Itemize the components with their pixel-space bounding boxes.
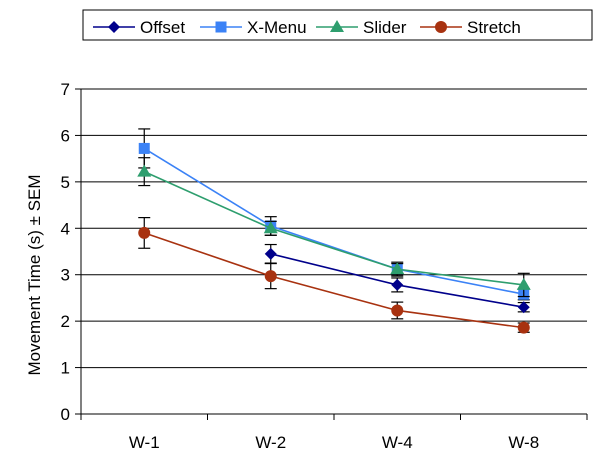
- data-point: [390, 262, 405, 275]
- series-line: [143, 232, 524, 329]
- series-line: [143, 147, 524, 295]
- legend-marker: [108, 21, 120, 33]
- series-slider: [137, 157, 531, 298]
- legend-label: Offset: [140, 18, 185, 37]
- y-tick-label: 5: [61, 173, 70, 192]
- x-tick-label: W-1: [129, 433, 160, 452]
- data-point: [263, 221, 278, 234]
- y-tick-label: 4: [61, 219, 70, 238]
- series-x-menu: [138, 128, 530, 301]
- y-axis-title: Movement Time (s) ± SEM: [25, 174, 44, 375]
- x-tick-label: W-4: [382, 433, 413, 452]
- series-stretch: [138, 217, 530, 334]
- gridlines: [81, 88, 587, 369]
- y-tick-label: 2: [61, 312, 70, 331]
- legend-item: X-Menu: [200, 18, 307, 37]
- y-axis: 0 1 2 3 4 5 6 7: [61, 80, 82, 424]
- y-tick-label: 1: [61, 359, 70, 378]
- legend-marker: [435, 21, 447, 33]
- x-tick-label: W-8: [508, 433, 539, 452]
- series-lines: [137, 128, 531, 334]
- y-tick-label: 0: [61, 405, 70, 424]
- y-tick-label: 6: [61, 126, 70, 145]
- x-tick-label: W-2: [255, 433, 286, 452]
- legend-item: Stretch: [420, 18, 521, 37]
- legend-label: X-Menu: [247, 18, 307, 37]
- data-point: [391, 278, 404, 291]
- data-point: [264, 270, 277, 283]
- series-line: [143, 170, 524, 286]
- legend: Offset X-Menu Slider Stretch: [82, 9, 593, 41]
- legend-label: Stretch: [467, 18, 521, 37]
- data-point: [264, 247, 277, 260]
- data-point: [137, 164, 152, 177]
- data-point: [516, 277, 531, 290]
- data-point: [391, 304, 404, 317]
- y-tick-label: 3: [61, 266, 70, 285]
- legend-marker: [330, 20, 344, 32]
- x-axis: W-1 W-2 W-4 W-8: [80, 413, 588, 452]
- data-point: [138, 226, 151, 239]
- y-tick-label: 7: [61, 80, 70, 99]
- legend-label: Slider: [363, 18, 407, 37]
- legend-marker: [215, 21, 227, 33]
- data-point: [517, 301, 530, 314]
- data-point: [517, 321, 530, 334]
- legend-item: Slider: [316, 18, 407, 37]
- data-point: [138, 142, 150, 154]
- legend-item: Offset: [93, 18, 185, 37]
